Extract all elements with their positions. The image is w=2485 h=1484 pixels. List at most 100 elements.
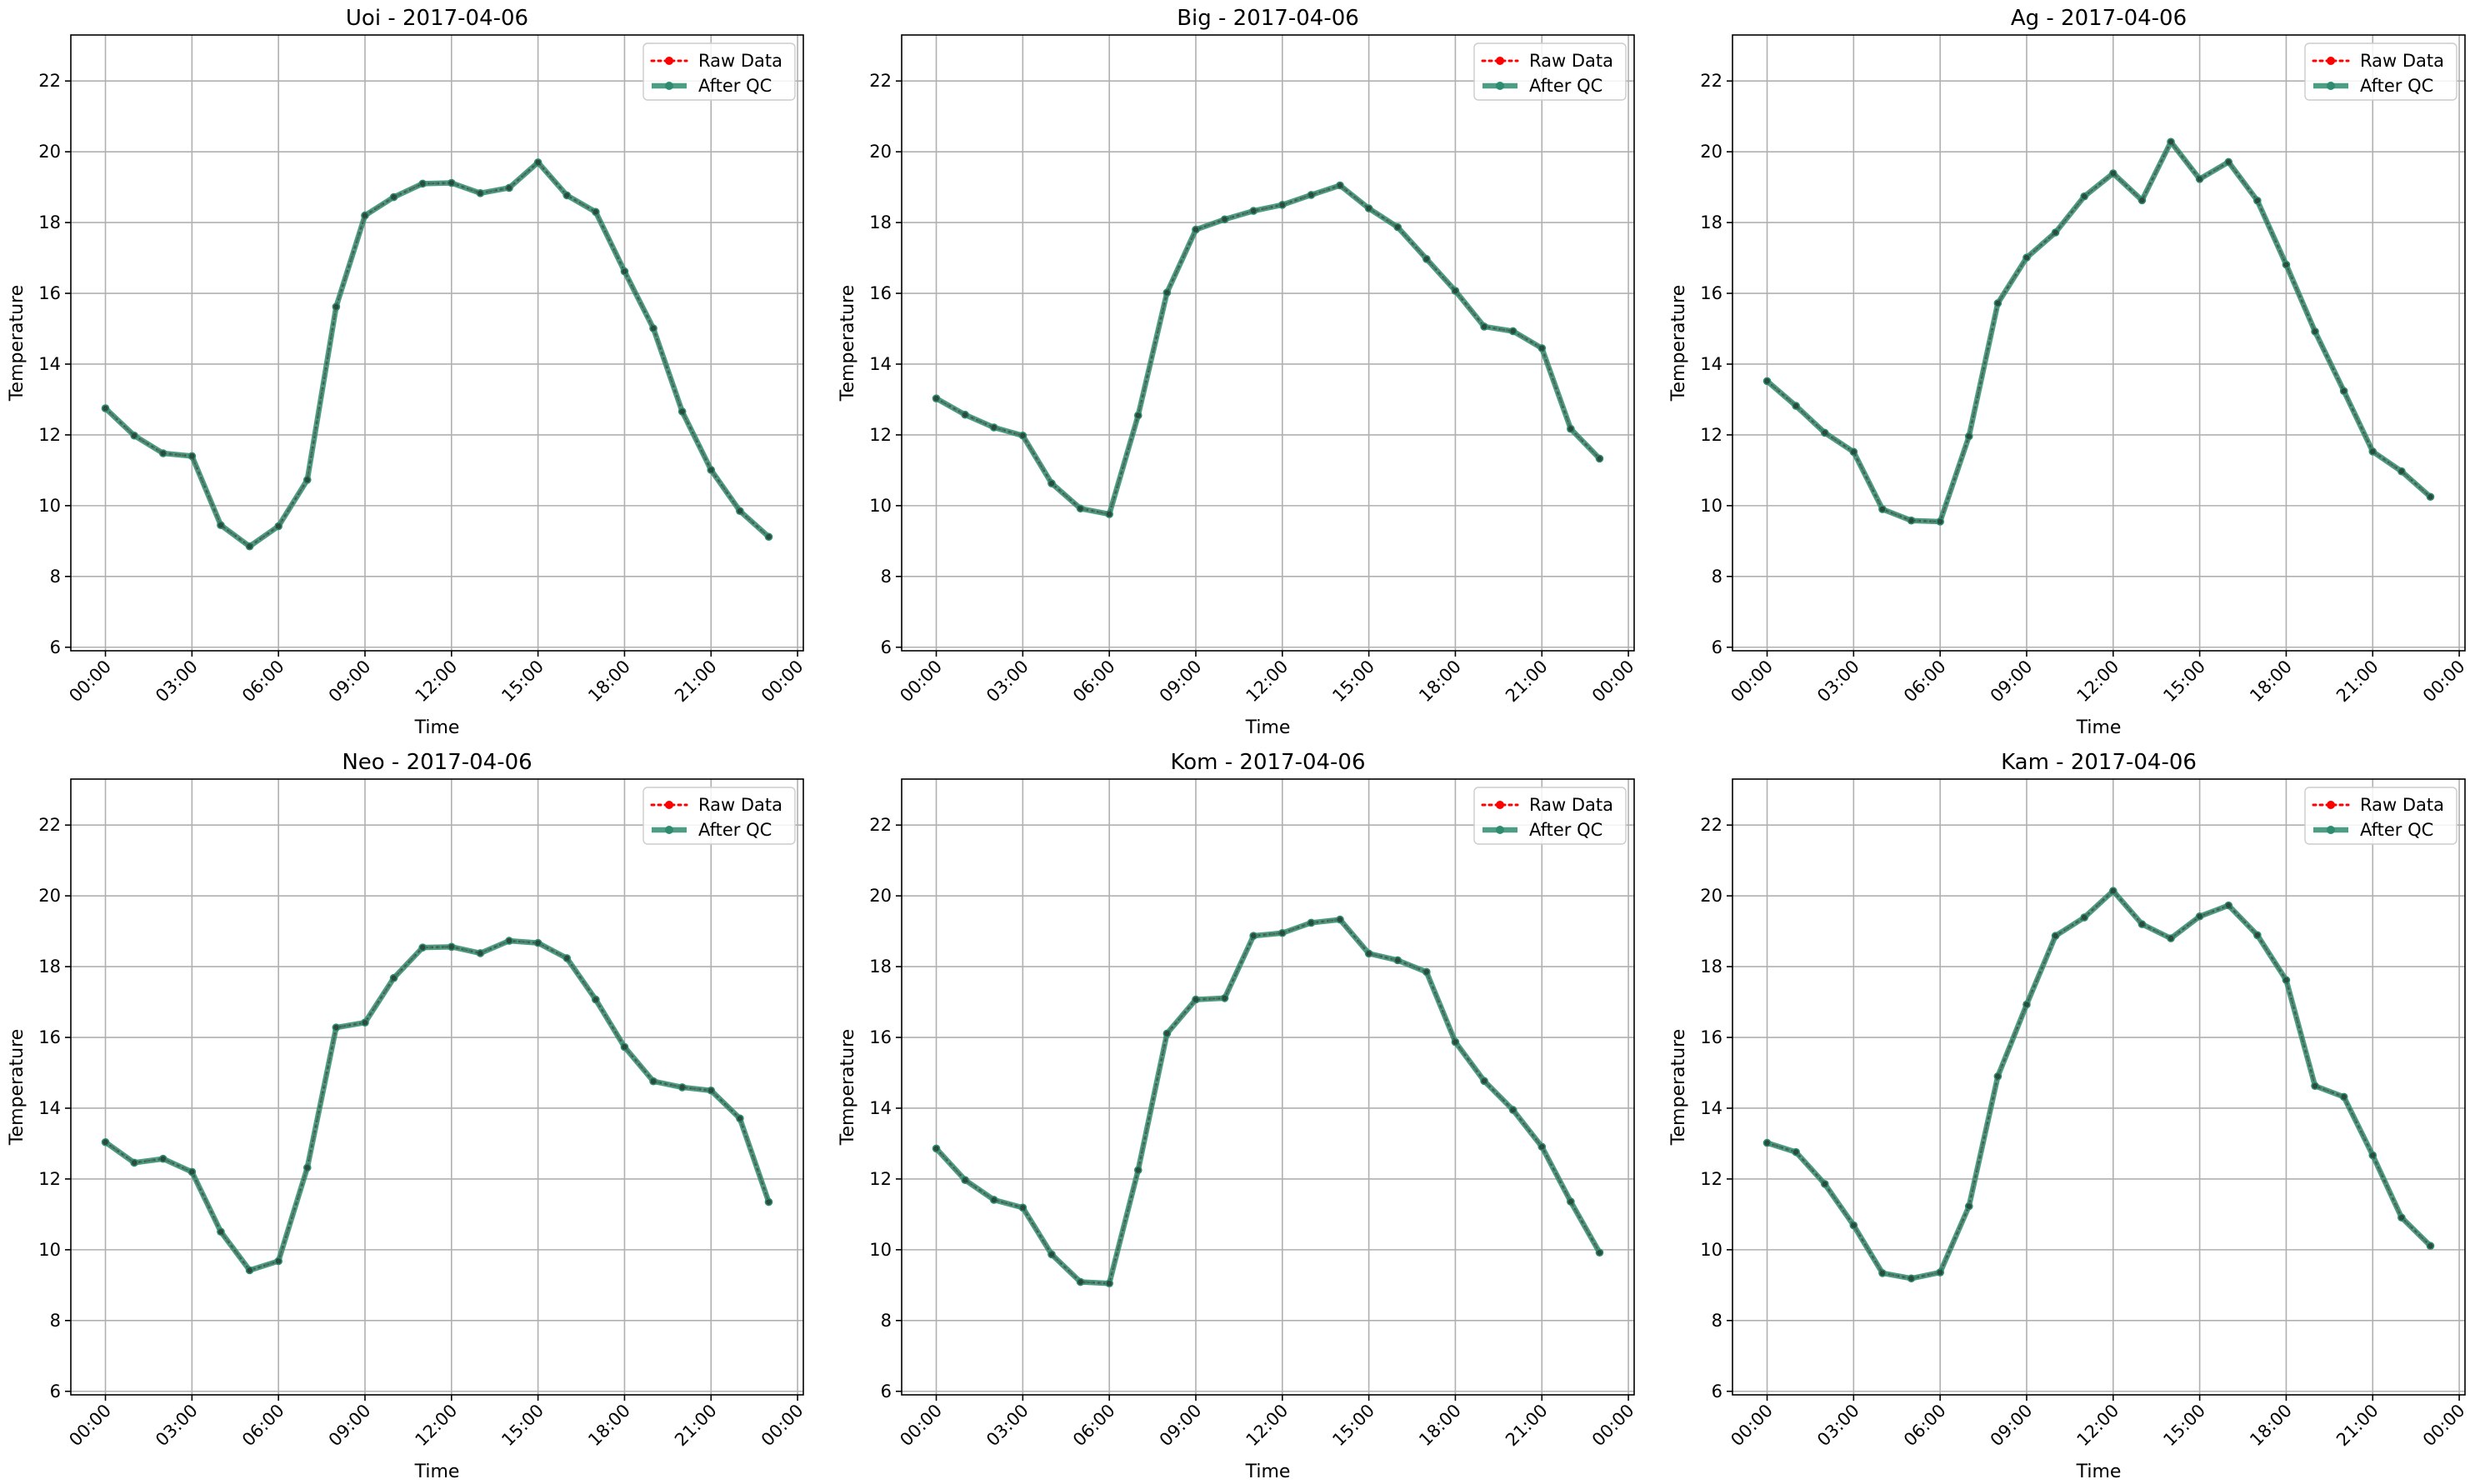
x-tick-label: 00:00	[896, 1401, 946, 1451]
y-tick-label: 18	[38, 957, 61, 977]
axes-frame	[901, 778, 1635, 1396]
data-point-overlap	[333, 1024, 339, 1031]
data-point-overlap	[1510, 328, 1516, 334]
y-tick-label: 18	[38, 212, 61, 232]
x-tick-label: 15:00	[498, 1401, 548, 1451]
chart-title: Neo - 2017-04-06	[342, 750, 532, 775]
y-tick-label: 10	[1700, 496, 1722, 516]
x-tick-label: 21:00	[2332, 1401, 2382, 1451]
legend-marker-after-qc	[2327, 82, 2335, 90]
x-tick-label: 03:00	[982, 657, 1032, 707]
x-axis-label: Time	[2076, 1462, 2122, 1482]
legend-marker-after-qc	[1496, 82, 1504, 90]
y-tick-label: 8	[881, 567, 892, 587]
x-tick-label: 15:00	[1328, 657, 1378, 707]
chart-title: Kom - 2017-04-06	[1171, 750, 1366, 775]
y-tick-label: 14	[38, 1098, 61, 1118]
data-point-overlap	[679, 1084, 685, 1091]
x-tick-label: 12:00	[412, 657, 462, 707]
x-tick-label: 03:00	[152, 1401, 202, 1451]
y-tick-label: 12	[869, 425, 892, 445]
x-tick-label: 12:00	[2073, 657, 2123, 707]
data-point-overlap	[1452, 1039, 1458, 1045]
series-line-after-qc	[934, 182, 1602, 517]
x-tick-label: 21:00	[1502, 1401, 1552, 1451]
x-tick-label: 00:00	[65, 1401, 115, 1451]
y-tick-label: 16	[869, 283, 892, 303]
data-point-overlap	[189, 453, 195, 459]
x-tick-label: 00:00	[896, 657, 946, 707]
x-tick-label: 06:00	[1069, 1401, 1119, 1451]
legend-label-raw-data: Raw Data	[2360, 51, 2444, 71]
data-point-overlap	[1164, 1031, 1170, 1037]
data-point-overlap	[2283, 977, 2289, 983]
x-tick-label: 03:00	[982, 1401, 1032, 1451]
legend-label-raw-data: Raw Data	[698, 795, 782, 815]
y-tick-label: 6	[50, 637, 61, 657]
y-tick-label: 16	[869, 1027, 892, 1047]
x-tick-label: 21:00	[1502, 657, 1552, 707]
legend-marker-after-qc	[665, 826, 673, 834]
series-line-raw-data	[104, 939, 770, 1272]
axes-frame	[901, 34, 1635, 652]
data-point-overlap	[1135, 1167, 1141, 1173]
legend-marker-raw-data	[1496, 801, 1504, 809]
series-overlap-line	[936, 184, 1601, 516]
legend-label-raw-data: Raw Data	[698, 51, 782, 71]
data-point-overlap	[2139, 197, 2145, 203]
y-tick-label: 16	[38, 1027, 61, 1047]
y-tick-label: 20	[38, 142, 61, 162]
axes-frame	[1732, 34, 2466, 652]
x-tick-label: 15:00	[498, 657, 548, 707]
x-tick-label: 06:00	[238, 657, 288, 707]
x-tick-label: 18:00	[584, 1401, 634, 1451]
y-tick-label: 14	[1700, 1098, 1722, 1118]
y-tick-label: 16	[38, 283, 61, 303]
data-point-overlap	[1106, 511, 1112, 517]
legend-marker-raw-data	[2327, 57, 2335, 65]
y-tick-label: 14	[1700, 354, 1722, 374]
x-axis-label: Time	[1245, 1462, 1291, 1482]
axes-frame	[70, 778, 804, 1396]
y-tick-label: 22	[1700, 71, 1722, 91]
x-tick-label: 09:00	[325, 1401, 375, 1451]
y-tick-label: 14	[38, 354, 61, 374]
data-point-overlap	[1308, 920, 1314, 926]
y-tick-label: 12	[1700, 1169, 1722, 1189]
y-tick-label: 10	[869, 496, 892, 516]
series-line-raw-data	[935, 183, 1601, 516]
axes-frame	[1732, 778, 2466, 1396]
data-point-overlap	[1908, 1276, 1914, 1282]
series-line-after-qc	[103, 159, 771, 549]
data-point-overlap	[304, 1165, 310, 1171]
x-tick-label: 00:00	[2419, 657, 2469, 707]
series-line-after-qc	[1765, 139, 2432, 525]
data-point-overlap	[362, 212, 368, 218]
legend-label-raw-data: Raw Data	[2360, 795, 2444, 815]
y-tick-label: 6	[881, 637, 892, 657]
chart-panel: 6 8 10 12 14 16 18 20 22 00:00 03:00 06:00 09:00 12:0…	[838, 750, 1638, 1482]
data-point-overlap	[1164, 289, 1170, 296]
y-tick-label: 12	[38, 1169, 61, 1189]
legend-marker-after-qc	[2327, 826, 2335, 834]
data-point-overlap	[160, 450, 166, 457]
data-point-overlap	[1337, 182, 1343, 188]
chart-title: Kam - 2017-04-06	[2001, 750, 2197, 775]
x-tick-label: 12:00	[2073, 1401, 2123, 1451]
y-tick-label: 14	[869, 1098, 892, 1118]
x-tick-label: 03:00	[1813, 657, 1863, 707]
x-axis-label: Time	[414, 1462, 460, 1482]
y-axis-label: Temperature	[838, 1029, 858, 1146]
x-tick-label: 06:00	[238, 1401, 288, 1451]
y-tick-label: 16	[1700, 1027, 1722, 1047]
x-tick-label: 06:00	[1069, 657, 1119, 707]
x-tick-label: 15:00	[2159, 657, 2209, 707]
legend-label-after-qc: After QC	[1529, 76, 1602, 96]
data-point-overlap	[1020, 432, 1026, 438]
data-point-overlap	[708, 1087, 714, 1093]
legend-label-after-qc: After QC	[1529, 820, 1602, 840]
data-point-overlap	[1597, 1250, 1602, 1256]
y-tick-label: 6	[1712, 637, 1722, 657]
x-axis-label: Time	[1245, 717, 1291, 738]
legend-label-raw-data: Raw Data	[1529, 51, 1613, 71]
